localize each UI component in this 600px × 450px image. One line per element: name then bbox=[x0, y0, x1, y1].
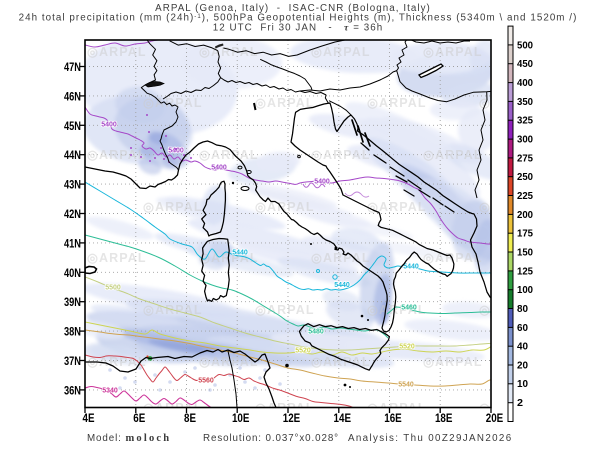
svg-text:◎ARPAL: ◎ARPAL bbox=[255, 303, 315, 317]
svg-text:10: 10 bbox=[517, 379, 528, 390]
svg-text:◎ARPAL: ◎ARPAL bbox=[423, 251, 483, 265]
svg-text:40N: 40N bbox=[64, 266, 81, 280]
svg-text:225: 225 bbox=[517, 191, 533, 202]
svg-text:5400: 5400 bbox=[168, 148, 184, 155]
svg-text:5480: 5480 bbox=[308, 329, 324, 336]
svg-text:450: 450 bbox=[517, 59, 533, 70]
svg-text:42N: 42N bbox=[64, 207, 81, 221]
svg-text:500: 500 bbox=[517, 40, 533, 51]
svg-text:ARPAL (Genoa, Italy) - ISAC-: ARPAL (Genoa, Italy) - ISAC-CNR (Bologna… bbox=[155, 3, 431, 14]
svg-text:37N: 37N bbox=[64, 354, 81, 368]
svg-text:◎ARPAL: ◎ARPAL bbox=[87, 355, 147, 369]
svg-text:38N: 38N bbox=[64, 325, 81, 339]
svg-text:◎ARPAL: ◎ARPAL bbox=[367, 200, 427, 214]
svg-text:◎ARPAL: ◎ARPAL bbox=[255, 200, 315, 214]
svg-text:40: 40 bbox=[517, 342, 528, 353]
svg-text:6E: 6E bbox=[133, 411, 145, 425]
svg-text:◎ARPAL: ◎ARPAL bbox=[423, 355, 483, 369]
svg-text:46N: 46N bbox=[64, 89, 81, 103]
svg-text:◎ARPAL: ◎ARPAL bbox=[367, 401, 427, 415]
svg-text:5440: 5440 bbox=[334, 282, 350, 289]
svg-text:◎ARPAL: ◎ARPAL bbox=[143, 96, 203, 110]
svg-text:◎ARPAL: ◎ARPAL bbox=[87, 45, 147, 59]
svg-text:Model: moloch: Model: moloch bbox=[87, 433, 171, 444]
svg-text:Resolution: 0.037°x0.028°: Resolution: 0.037°x0.028° bbox=[203, 433, 339, 444]
svg-text:20E: 20E bbox=[486, 411, 504, 425]
svg-text:◎ARPAL: ◎ARPAL bbox=[311, 148, 371, 162]
svg-text:200: 200 bbox=[517, 210, 533, 221]
svg-text:◎ARPAL: ◎ARPAL bbox=[479, 200, 539, 214]
svg-text:60: 60 bbox=[517, 323, 528, 334]
svg-text:5400: 5400 bbox=[211, 165, 227, 172]
svg-text:300: 300 bbox=[517, 135, 533, 146]
svg-text:125: 125 bbox=[517, 266, 533, 277]
svg-text:80: 80 bbox=[517, 304, 528, 315]
svg-text:◎ARPAL: ◎ARPAL bbox=[255, 401, 315, 415]
svg-text:◎ARPAL: ◎ARPAL bbox=[423, 148, 483, 162]
svg-text:5460: 5460 bbox=[401, 305, 417, 312]
svg-text:100: 100 bbox=[517, 285, 533, 296]
svg-text:325: 325 bbox=[517, 116, 533, 127]
svg-text:24h total precipitation (mm (2: 24h total precipitation (mm (24h)-1), 50… bbox=[19, 13, 578, 24]
svg-text:175: 175 bbox=[517, 229, 533, 240]
svg-text:400: 400 bbox=[517, 78, 533, 89]
svg-text:Analysis: Thu 00Z29JAN2026: Analysis: Thu 00Z29JAN2026 bbox=[348, 433, 513, 444]
svg-text:◎ARPAL: ◎ARPAL bbox=[311, 251, 371, 265]
svg-text:5340: 5340 bbox=[102, 388, 118, 395]
svg-text:20: 20 bbox=[517, 360, 528, 371]
svg-text:16E: 16E bbox=[384, 411, 402, 425]
svg-text:◎ARPAL: ◎ARPAL bbox=[367, 96, 427, 110]
svg-text:350: 350 bbox=[517, 97, 533, 108]
svg-text:47N: 47N bbox=[64, 60, 81, 74]
svg-text:14E: 14E bbox=[334, 411, 352, 425]
svg-text:◎ARPAL: ◎ARPAL bbox=[311, 355, 371, 369]
svg-text:45N: 45N bbox=[64, 119, 81, 133]
svg-text:12E: 12E bbox=[283, 411, 301, 425]
svg-text:◎ARPAL: ◎ARPAL bbox=[479, 401, 539, 415]
svg-text:5540: 5540 bbox=[398, 382, 414, 389]
svg-text:44N: 44N bbox=[64, 148, 81, 162]
svg-text:39N: 39N bbox=[64, 295, 81, 309]
svg-text:◎ARPAL: ◎ARPAL bbox=[423, 45, 483, 59]
svg-text:18E: 18E bbox=[435, 411, 453, 425]
svg-text:5400: 5400 bbox=[101, 122, 117, 129]
svg-text:5400: 5400 bbox=[314, 179, 330, 186]
svg-text:◎ARPAL: ◎ARPAL bbox=[143, 200, 203, 214]
svg-text:4E: 4E bbox=[83, 411, 95, 425]
svg-text:◎ARPAL: ◎ARPAL bbox=[87, 251, 147, 265]
svg-text:12 UTC Fri 30 JAN - τ = 3: 12 UTC Fri 30 JAN - τ = 36h bbox=[213, 23, 384, 34]
svg-text:8E: 8E bbox=[184, 411, 196, 425]
svg-text:5520: 5520 bbox=[295, 348, 311, 355]
svg-text:◎ARPAL: ◎ARPAL bbox=[199, 355, 259, 369]
svg-text:5520: 5520 bbox=[399, 344, 415, 351]
svg-text:5560: 5560 bbox=[198, 378, 214, 385]
svg-text:◎ARPAL: ◎ARPAL bbox=[367, 303, 427, 317]
svg-text:275: 275 bbox=[517, 153, 533, 164]
svg-text:◎ARPAL: ◎ARPAL bbox=[199, 148, 259, 162]
svg-text:41N: 41N bbox=[64, 236, 81, 250]
svg-text:2: 2 bbox=[517, 398, 523, 409]
svg-text:43N: 43N bbox=[64, 178, 81, 192]
svg-text:◎ARPAL: ◎ARPAL bbox=[479, 303, 539, 317]
svg-text:250: 250 bbox=[517, 172, 533, 183]
svg-text:◎ARPAL: ◎ARPAL bbox=[87, 148, 147, 162]
svg-text:◎ARPAL: ◎ARPAL bbox=[311, 45, 371, 59]
svg-text:5500: 5500 bbox=[105, 285, 121, 292]
svg-text:◎ARPAL: ◎ARPAL bbox=[255, 96, 315, 110]
svg-text:5440: 5440 bbox=[232, 250, 248, 257]
svg-text:36N: 36N bbox=[64, 383, 81, 397]
svg-text:150: 150 bbox=[517, 247, 533, 258]
svg-text:10E: 10E bbox=[232, 411, 250, 425]
svg-text:◎ARPAL: ◎ARPAL bbox=[479, 96, 539, 110]
svg-text:5440: 5440 bbox=[403, 264, 419, 271]
